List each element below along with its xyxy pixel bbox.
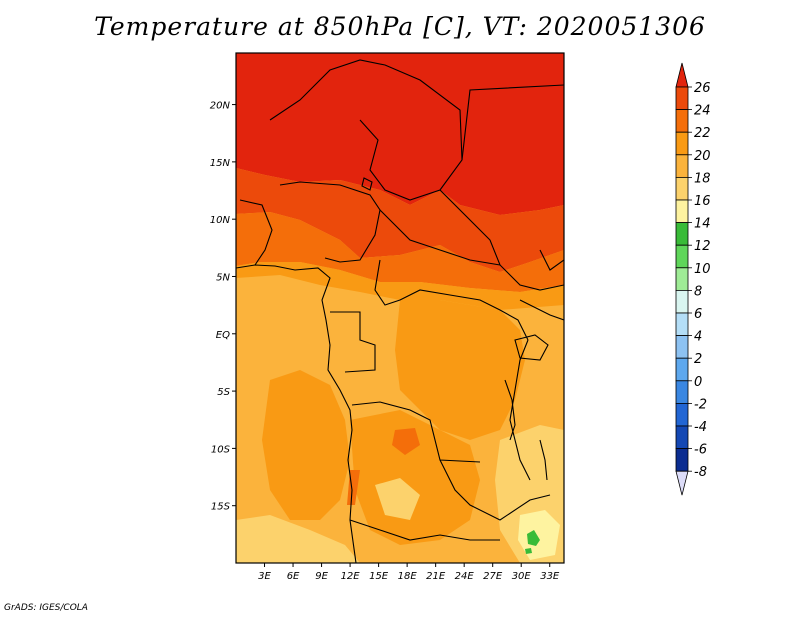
colorbar-label: -8 [694,465,707,480]
colorbar-swatch [675,357,689,382]
y-tick-label: EQ [216,330,230,341]
field-angola [350,410,480,545]
colorbar-label: 26 [694,81,711,96]
colorbar-label: 8 [694,284,702,299]
x-tick-label: 24E [455,571,475,582]
colorbar-label: 10 [694,262,711,277]
border-sahara-north [269,59,463,201]
x-tick-label: 18E [398,571,418,582]
field-angola-hot [392,428,420,455]
colorbar-swatch [675,448,689,472]
colorbar-swatch [675,402,689,427]
field-namibia-cool [375,478,420,520]
x-tick-label: 15E [369,571,389,582]
field-atlantic-sw [236,525,262,563]
border-drc-east [509,339,531,481]
country-borders [236,59,564,563]
field-green-spot [527,530,540,546]
colorbar-swatch [675,335,689,359]
lake-chad [361,177,373,191]
x-tick-label: 30E [512,571,532,582]
colorbar-label: 0 [694,375,702,390]
border-congo [374,259,529,341]
x-tick-label: 3E [258,571,271,582]
border-west-africa-inner [239,199,273,266]
y-tick-label: 10S [211,444,231,455]
colorbar-swatch [675,425,689,450]
grads-credit: GrADS: IGES/COLA [4,603,88,613]
border-car [379,209,501,266]
colorbar-label: 2 [694,352,702,367]
x-tick-label: 12E [341,571,361,582]
y-tick-label: 20N [210,101,231,112]
colorbar-label: 20 [694,149,711,164]
x-tick-label: 9E [315,571,328,582]
colorbar-swatch [675,86,689,111]
colorbar-label: 18 [694,171,711,186]
y-tick-label: 5S [217,387,230,398]
x-tick-label: 27E [483,571,503,582]
lake-malawi [539,439,548,481]
colorbar-swatch [675,109,689,133]
field-north-hot [236,53,564,215]
colorbar-swatch [675,176,689,201]
field-malawi-cooler [518,510,560,560]
border-chad-sudan [461,84,564,161]
colorbar-label: -6 [694,443,707,458]
y-tick-label: 15N [210,158,231,169]
map-frame [235,52,565,564]
chart-title: Temperature at 850hPa [C], VT: 202005130… [94,12,706,41]
colorbar-swatch [675,154,689,178]
x-tick-label: 6E [287,571,300,582]
colorbar-label: 14 [694,217,711,232]
border-angola-north [351,401,481,463]
y-axis: 20N 15N 10N 5N EQ 5S 10S 15S [210,101,236,513]
border-tanzania [519,299,564,321]
border-zambia [439,459,551,521]
field-coast-warm [262,370,350,520]
colorbar-label: 6 [694,307,702,322]
field-congo-warm [395,300,525,440]
colorbar-label: -4 [694,420,707,435]
lake-victoria [514,334,549,361]
colorbar-over-arrow [675,62,689,88]
field-south-cool [236,515,360,563]
colorbar-label: -2 [694,397,707,412]
colorbar-swatch [675,199,689,224]
field-green-spot-2 [525,548,532,554]
colorbar-swatch [675,222,689,246]
x-tick-label: 21E [426,571,446,582]
border-ethiopia-west [539,249,564,271]
y-tick-label: 15S [211,502,231,513]
temperature-field [236,53,564,563]
y-tick-label: 10N [210,215,231,226]
field-north-hot-2 [236,168,564,272]
colorbar-label: 4 [694,330,702,345]
y-tick-label: 5N [216,272,230,283]
colorbar-swatch [675,289,689,314]
colorbar-swatch [675,244,689,269]
colorbar-swatch [675,312,689,337]
coastline-west-africa [236,264,357,563]
colorbar-label: 22 [694,126,711,141]
colorbar-label: 16 [694,194,711,209]
field-north-mid [236,262,564,310]
border-angola-south [349,519,500,541]
colorbar-label: 24 [694,104,711,119]
colorbar-under-arrow [675,470,689,496]
colorbar-swatch [675,380,689,404]
x-axis: 3E 6E 9E 12E 15E 18E 21E 24E 27E 30E 33E [258,563,560,582]
x-tick-label: 33E [540,571,560,582]
colorbar-swatch [675,267,689,291]
colorbar-label: 12 [694,239,711,254]
colorbar-swatch [675,131,689,156]
field-north-warm [236,212,564,292]
lake-tanganyika [504,379,516,441]
border-gabon [330,311,376,373]
